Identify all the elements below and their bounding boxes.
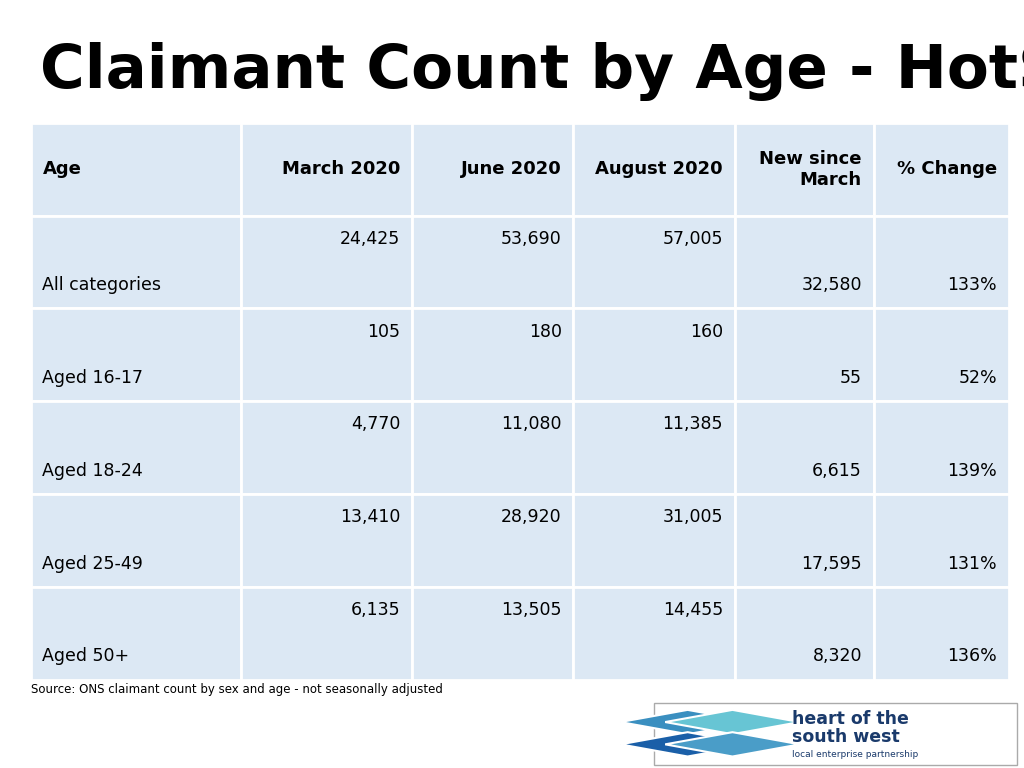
Text: 180: 180 <box>528 323 562 341</box>
Text: 14,455: 14,455 <box>663 601 723 619</box>
Text: 52%: 52% <box>958 369 997 387</box>
Text: 17,595: 17,595 <box>802 554 862 573</box>
Text: 4,770: 4,770 <box>351 415 400 433</box>
FancyBboxPatch shape <box>573 216 735 309</box>
Text: 32,580: 32,580 <box>802 276 862 294</box>
FancyBboxPatch shape <box>735 309 873 402</box>
FancyBboxPatch shape <box>412 216 573 309</box>
Text: Claimant Count by Age - HotSW: Claimant Count by Age - HotSW <box>40 41 1024 101</box>
FancyBboxPatch shape <box>412 587 573 680</box>
Text: 28,920: 28,920 <box>501 508 562 526</box>
Text: 105: 105 <box>368 323 400 341</box>
Polygon shape <box>666 710 800 734</box>
FancyBboxPatch shape <box>735 402 873 494</box>
FancyBboxPatch shape <box>735 123 873 216</box>
FancyBboxPatch shape <box>31 216 241 309</box>
FancyBboxPatch shape <box>31 309 241 402</box>
Text: www.exeter.ac.uk: www.exeter.ac.uk <box>143 722 351 746</box>
Text: % Change: % Change <box>897 161 997 178</box>
FancyBboxPatch shape <box>735 216 873 309</box>
Text: 24,425: 24,425 <box>340 230 400 248</box>
Text: 57,005: 57,005 <box>663 230 723 248</box>
FancyBboxPatch shape <box>241 402 412 494</box>
Text: 160: 160 <box>690 323 723 341</box>
FancyBboxPatch shape <box>873 309 1009 402</box>
FancyBboxPatch shape <box>735 494 873 587</box>
Text: 133%: 133% <box>947 276 997 294</box>
Text: 31,005: 31,005 <box>663 508 723 526</box>
Text: 139%: 139% <box>947 462 997 480</box>
Text: 136%: 136% <box>947 647 997 666</box>
Text: August 2020: August 2020 <box>596 161 723 178</box>
Text: local enterprise partnership: local enterprise partnership <box>793 750 919 759</box>
Text: Age: Age <box>42 161 81 178</box>
Text: 11,080: 11,080 <box>501 415 562 433</box>
FancyBboxPatch shape <box>241 494 412 587</box>
FancyBboxPatch shape <box>412 309 573 402</box>
FancyBboxPatch shape <box>573 494 735 587</box>
FancyBboxPatch shape <box>573 309 735 402</box>
Text: June 2020: June 2020 <box>461 161 562 178</box>
FancyBboxPatch shape <box>412 123 573 216</box>
Text: Aged 25-49: Aged 25-49 <box>42 554 143 573</box>
Text: 53,690: 53,690 <box>501 230 562 248</box>
FancyBboxPatch shape <box>873 587 1009 680</box>
Text: 11,385: 11,385 <box>663 415 723 433</box>
FancyBboxPatch shape <box>873 402 1009 494</box>
FancyBboxPatch shape <box>573 587 735 680</box>
FancyBboxPatch shape <box>241 216 412 309</box>
Text: south west: south west <box>793 728 900 746</box>
Text: 8,320: 8,320 <box>812 647 862 666</box>
FancyBboxPatch shape <box>873 216 1009 309</box>
FancyBboxPatch shape <box>573 123 735 216</box>
FancyBboxPatch shape <box>654 703 1017 765</box>
Polygon shape <box>621 732 755 756</box>
Text: 131%: 131% <box>947 554 997 573</box>
FancyBboxPatch shape <box>873 123 1009 216</box>
Text: 6,615: 6,615 <box>812 462 862 480</box>
Text: Aged 16-17: Aged 16-17 <box>42 369 143 387</box>
FancyBboxPatch shape <box>241 587 412 680</box>
FancyBboxPatch shape <box>412 402 573 494</box>
FancyBboxPatch shape <box>31 494 241 587</box>
Text: 13,410: 13,410 <box>340 508 400 526</box>
FancyBboxPatch shape <box>573 402 735 494</box>
Text: Aged 50+: Aged 50+ <box>42 647 130 666</box>
Text: 6,135: 6,135 <box>351 601 400 619</box>
Text: New since
March: New since March <box>760 150 862 189</box>
FancyBboxPatch shape <box>241 309 412 402</box>
Polygon shape <box>621 710 755 734</box>
FancyBboxPatch shape <box>735 587 873 680</box>
FancyBboxPatch shape <box>31 123 241 216</box>
Text: March 2020: March 2020 <box>282 161 400 178</box>
FancyBboxPatch shape <box>873 494 1009 587</box>
Polygon shape <box>666 732 800 756</box>
Text: Aged 18-24: Aged 18-24 <box>42 462 143 480</box>
FancyBboxPatch shape <box>241 123 412 216</box>
Text: 55: 55 <box>840 369 862 387</box>
Text: All categories: All categories <box>42 276 162 294</box>
Text: 13,505: 13,505 <box>501 601 562 619</box>
Text: EXETER: EXETER <box>0 730 78 749</box>
FancyBboxPatch shape <box>412 494 573 587</box>
FancyBboxPatch shape <box>31 587 241 680</box>
FancyBboxPatch shape <box>31 402 241 494</box>
Text: Source: ONS claimant count by sex and age - not seasonally adjusted: Source: ONS claimant count by sex and ag… <box>31 684 442 696</box>
Text: heart of the: heart of the <box>793 710 909 728</box>
Text: UNIVERSITY OF: UNIVERSITY OF <box>3 715 69 723</box>
